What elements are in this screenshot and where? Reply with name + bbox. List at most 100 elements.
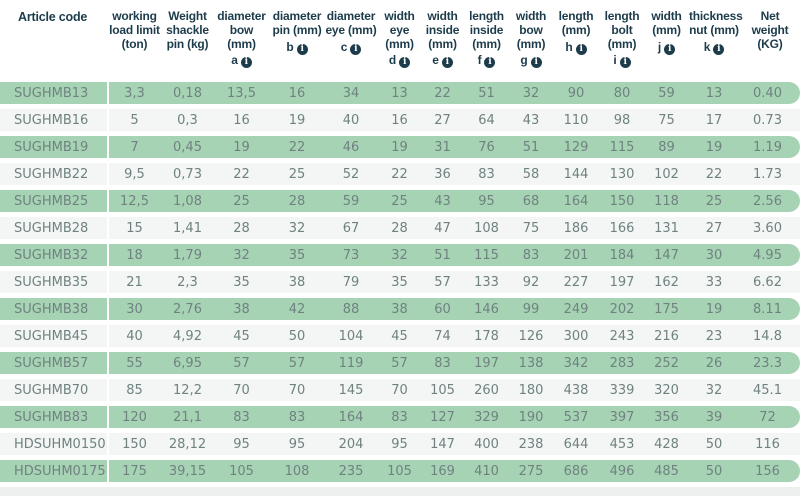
bottom-band — [0, 487, 800, 496]
value-cell: 235 — [324, 460, 378, 482]
value-cell: 8.11 — [740, 298, 800, 320]
value-cell: 95 — [378, 433, 421, 455]
value-cell: 120 — [107, 406, 162, 428]
value-cell: 35 — [378, 271, 421, 293]
article-code-cell: SUGHMB38 — [0, 298, 107, 320]
value-cell: 30 — [107, 298, 162, 320]
table-row: SUGHMB19 7 0,45 19 22 46 19 31 76 51 129 115 89 19 1.1… — [0, 136, 800, 158]
column-label: width inside (mm) — [425, 9, 460, 51]
value-cell: 115 — [464, 244, 509, 266]
info-icon[interactable]: i — [296, 43, 308, 55]
table-row: SUGHMB32 18 1,79 32 35 73 32 51 115 83 201 184 147 30… — [0, 244, 800, 266]
value-cell: 0,3 — [162, 109, 213, 131]
value-cell: 60 — [421, 298, 464, 320]
article-code-cell: HDSUHM0150 — [0, 433, 107, 455]
value-cell: 83 — [378, 406, 421, 428]
value-cell: 23 — [688, 325, 740, 347]
table-row: SUGHMB16 5 0,3 16 19 40 16 27 64 43 110 98 75 17 0.73 — [0, 109, 800, 131]
column-header-diameter-bow-mm: diameter bow (mm) a i — [213, 5, 270, 77]
column-header-article-code: Article code — [0, 5, 107, 77]
value-cell: 83 — [464, 163, 509, 185]
value-cell: 138 — [509, 352, 553, 374]
value-cell: 119 — [324, 352, 378, 374]
dimension-letter: a — [231, 53, 238, 68]
value-cell: 216 — [645, 325, 688, 347]
article-code-cell: SUGHMB35 — [0, 271, 107, 293]
value-cell: 131 — [645, 217, 688, 239]
value-cell: 300 — [553, 325, 599, 347]
value-cell: 410 — [464, 460, 509, 482]
value-cell: 73 — [324, 244, 378, 266]
value-cell: 397 — [599, 406, 645, 428]
value-cell: 110 — [553, 109, 599, 131]
value-cell: 70 — [213, 379, 270, 401]
value-cell: 150 — [599, 190, 645, 212]
value-cell: 27 — [688, 217, 740, 239]
table-row: SUGHMB28 15 1,41 28 32 67 28 47 108 75 186 166 131 27… — [0, 217, 800, 239]
value-cell: 57 — [213, 352, 270, 374]
dimension-letter: e — [432, 53, 439, 68]
value-cell: 329 — [464, 406, 509, 428]
info-icon[interactable]: i — [240, 57, 252, 69]
value-cell: 95 — [213, 433, 270, 455]
value-cell: 283 — [599, 352, 645, 374]
value-cell: 95 — [464, 190, 509, 212]
value-cell: 40 — [324, 109, 378, 131]
value-cell: 175 — [645, 298, 688, 320]
column-label: diameter bow (mm) — [217, 9, 266, 51]
info-icon[interactable]: i — [441, 57, 453, 69]
info-icon[interactable]: i — [350, 43, 362, 55]
value-cell: 164 — [324, 406, 378, 428]
value-cell: 339 — [599, 379, 645, 401]
column-label: length inside (mm) — [469, 9, 504, 51]
value-cell: 68 — [509, 190, 553, 212]
column-label: Weight shackle pin (kg) — [166, 9, 209, 51]
value-cell: 76 — [464, 136, 509, 158]
value-cell: 5 — [107, 109, 162, 131]
value-cell: 108 — [464, 217, 509, 239]
value-cell: 19 — [688, 298, 740, 320]
column-label: width (mm) — [651, 9, 682, 37]
value-cell: 238 — [509, 433, 553, 455]
value-cell: 130 — [599, 163, 645, 185]
value-cell: 38 — [213, 298, 270, 320]
article-code-cell: SUGHMB25 — [0, 190, 107, 212]
value-cell: 89 — [645, 136, 688, 158]
value-cell: 147 — [421, 433, 464, 455]
value-cell: 18 — [107, 244, 162, 266]
value-cell: 197 — [599, 271, 645, 293]
info-icon[interactable]: i — [530, 57, 542, 69]
article-code-cell: SUGHMB19 — [0, 136, 107, 158]
column-label: working load limit (ton) — [109, 9, 160, 51]
value-cell: 6.62 — [740, 271, 800, 293]
value-cell: 6,95 — [162, 352, 213, 374]
value-cell: 105 — [378, 460, 421, 482]
info-icon[interactable]: i — [619, 57, 631, 69]
info-icon[interactable]: i — [399, 57, 411, 69]
value-cell: 249 — [553, 298, 599, 320]
value-cell: 16 — [270, 82, 324, 104]
info-icon[interactable]: i — [484, 57, 496, 69]
article-code-cell: SUGHMB70 — [0, 379, 107, 401]
article-code-cell: SUGHMB57 — [0, 352, 107, 374]
value-cell: 32 — [213, 244, 270, 266]
table-row: SUGHMB35 21 2,3 35 38 79 35 57 133 92 227 197 162 33 6… — [0, 271, 800, 293]
value-cell: 50 — [688, 460, 740, 482]
value-cell: 453 — [599, 433, 645, 455]
value-cell: 118 — [645, 190, 688, 212]
value-cell: 12,5 — [107, 190, 162, 212]
column-header-diameter-eye-mm: diameter eye (mm) c i — [324, 5, 378, 77]
info-icon[interactable]: i — [664, 43, 676, 55]
article-code-cell: SUGHMB28 — [0, 217, 107, 239]
column-header-length-bolt-mm: length bolt (mm) i i — [599, 5, 645, 77]
info-icon[interactable]: i — [713, 43, 725, 55]
table-row: SUGHMB45 40 4,92 45 50 104 45 74 178 126 300 243 216… — [0, 325, 800, 347]
info-icon[interactable]: i — [575, 43, 587, 55]
